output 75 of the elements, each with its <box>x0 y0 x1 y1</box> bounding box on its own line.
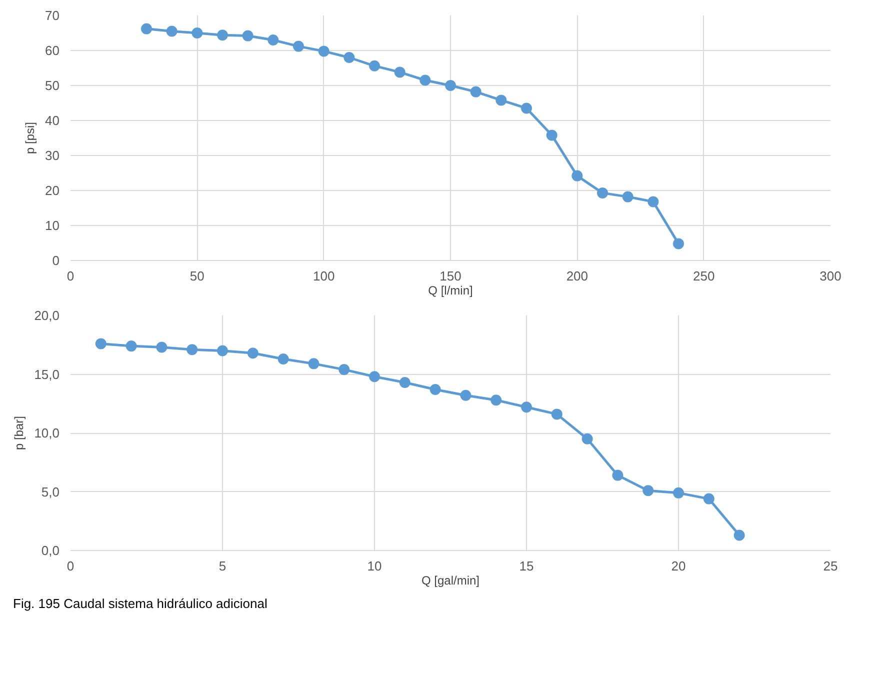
point <box>308 358 320 370</box>
x-tick-label: 10 <box>367 558 382 574</box>
point <box>572 170 583 182</box>
point <box>217 345 228 356</box>
point <box>597 187 608 198</box>
y-tick-label: 10,0 <box>34 426 60 440</box>
x-tick-label: 0 <box>66 268 74 284</box>
x-tick-label: 50 <box>190 268 204 284</box>
point <box>470 86 482 98</box>
point <box>156 342 168 353</box>
point <box>293 40 304 52</box>
point <box>126 340 137 352</box>
point <box>242 30 254 42</box>
y-tick-label: 70 <box>45 8 60 23</box>
x-tick-label: 200 <box>566 268 588 284</box>
x-tick-label: 20 <box>671 558 686 574</box>
x-tick-label: 100 <box>312 268 335 284</box>
x-tick-label: 250 <box>692 268 715 284</box>
point <box>166 26 178 37</box>
point <box>399 376 410 388</box>
caption: Fig. 195 Caudal sistema hidráulico adicional <box>13 595 268 613</box>
x-tick-label: 25 <box>823 558 838 574</box>
point <box>318 46 330 57</box>
y-tick-label: 40 <box>45 113 60 128</box>
point <box>420 74 431 86</box>
point <box>369 371 380 382</box>
y-tick-label: 5,0 <box>41 484 60 500</box>
x-tick-label: 0 <box>66 558 74 574</box>
x-axis-title: Q [l/min] <box>428 284 473 298</box>
point <box>460 390 472 401</box>
y-axis-title: p [psi] <box>23 122 38 154</box>
point <box>582 433 593 444</box>
point <box>546 130 558 141</box>
point <box>521 102 532 114</box>
x-tick-label: 5 <box>218 558 226 574</box>
y-tick-label: 50 <box>45 78 60 93</box>
point <box>734 530 745 541</box>
y-tick-label: 60 <box>45 43 60 58</box>
point <box>490 394 502 406</box>
point <box>622 191 634 202</box>
y-tick-label: 20,0 <box>34 308 60 323</box>
point <box>496 94 507 106</box>
point <box>430 384 441 396</box>
point <box>278 353 289 364</box>
point <box>445 80 456 91</box>
y-tick-label: 15,0 <box>34 366 60 382</box>
y-tick-label: 20 <box>45 183 60 198</box>
point <box>521 402 532 413</box>
y-tick-label: 30 <box>45 148 60 163</box>
point <box>344 52 355 63</box>
point <box>268 34 279 46</box>
x-tick-label: 150 <box>440 268 462 284</box>
point <box>186 344 198 356</box>
y-axis-title: p [bar] <box>12 416 26 450</box>
point <box>369 60 380 72</box>
point <box>217 30 228 41</box>
point <box>141 23 152 34</box>
x-axis-title: Q [gal/min] <box>421 574 480 588</box>
y-tick-label: 0,0 <box>41 543 60 558</box>
point <box>648 196 659 208</box>
y-tick-label: 10 <box>45 218 60 233</box>
point <box>192 28 203 38</box>
point <box>338 364 350 376</box>
point <box>673 238 684 250</box>
point <box>703 493 714 504</box>
point <box>673 487 684 498</box>
point <box>642 485 654 496</box>
point <box>612 470 624 481</box>
x-tick-label: 15 <box>519 558 534 574</box>
y-tick-label: 0 <box>52 253 60 268</box>
point <box>551 408 562 420</box>
point <box>394 66 406 78</box>
point <box>247 348 258 359</box>
point <box>95 338 106 350</box>
x-tick-label: 300 <box>820 268 842 284</box>
